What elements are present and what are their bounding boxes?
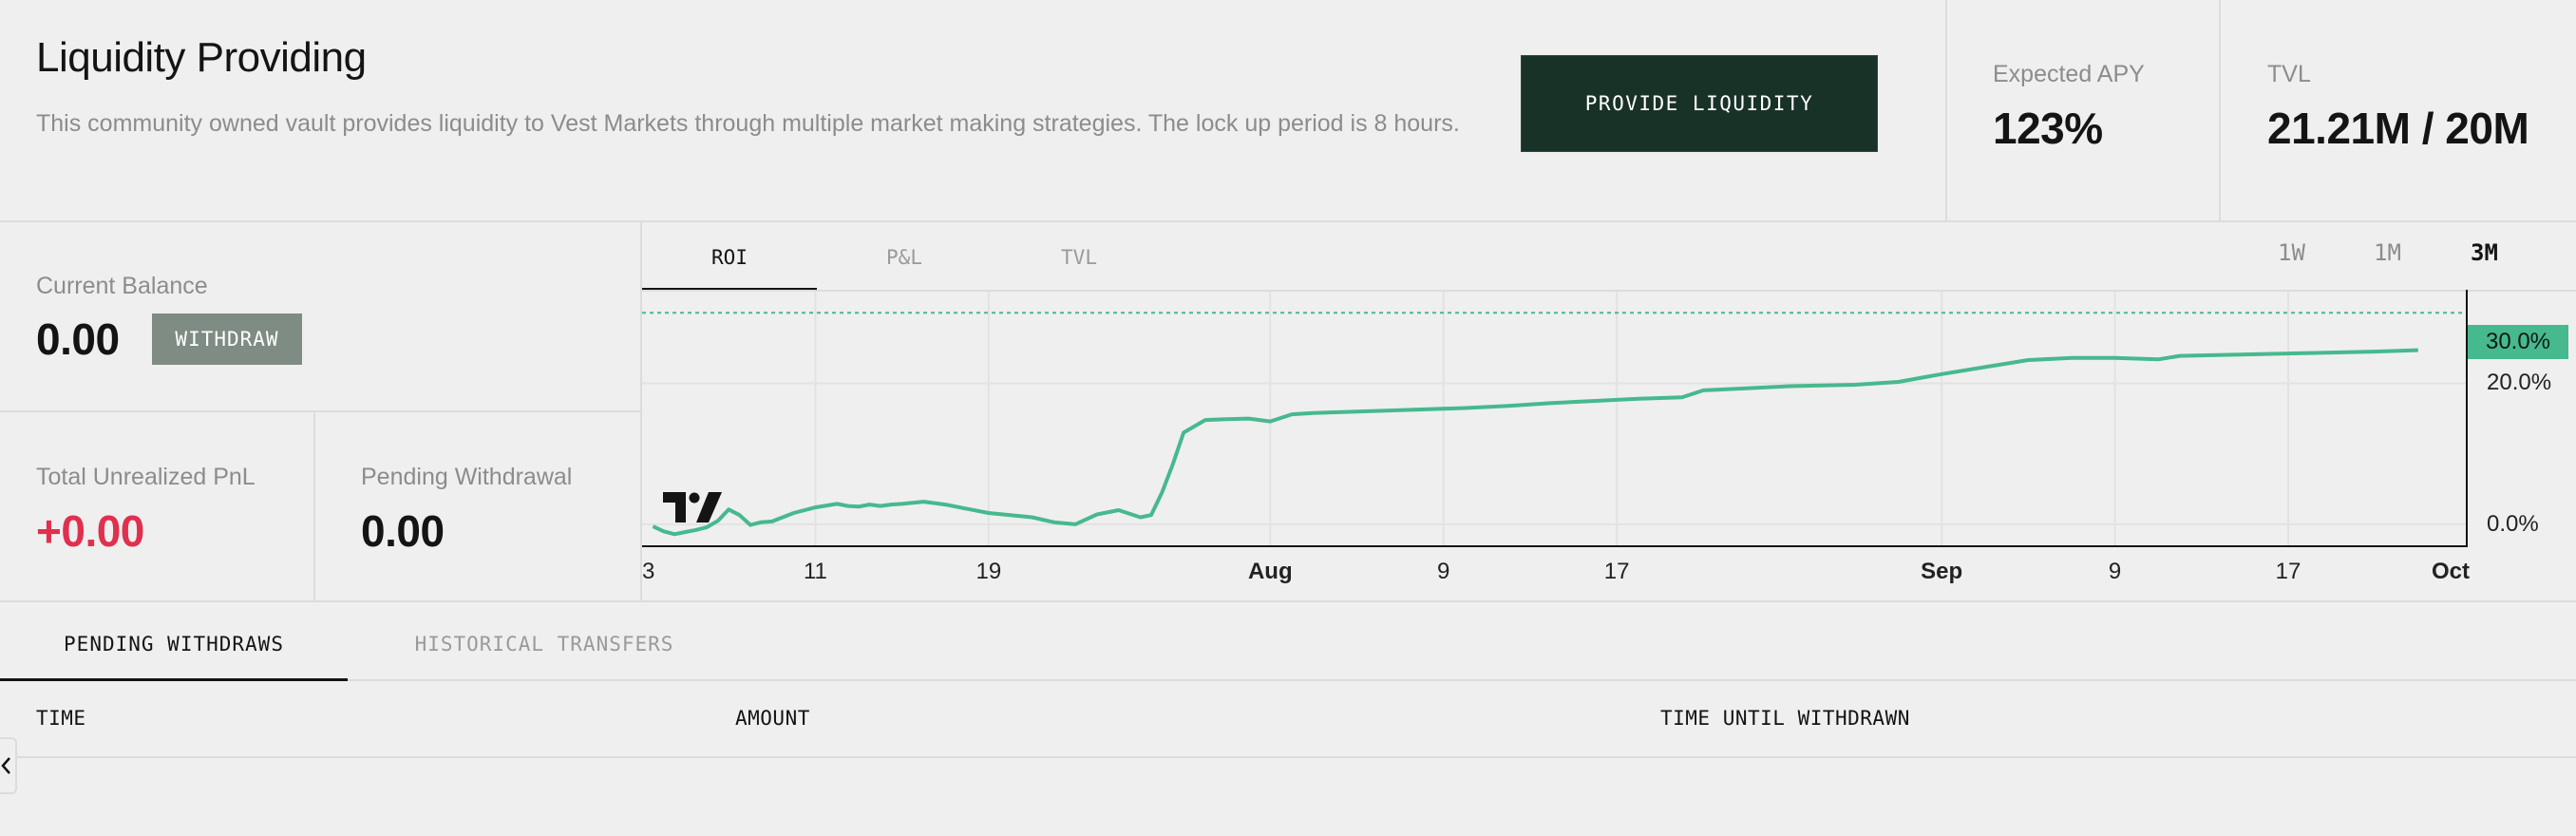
table-header-divider [0,756,2576,758]
x-tick-label: 19 [975,559,1002,584]
x-tick-label: 3 [642,559,655,584]
chevron-left-icon [1,757,10,774]
page-title: Liquidity Providing [36,34,367,81]
section-divider [0,600,2576,602]
active-tab-underline [642,288,817,291]
x-tick-label: 9 [2108,559,2122,584]
active-tab-underline [0,678,348,681]
pending-withdrawal-label: Pending Withdrawal [361,464,573,490]
x-tick-label: 11 [803,559,827,584]
apy-value: 123% [1993,104,2103,153]
tab-pnl[interactable]: P&L [886,246,922,269]
divider [640,220,642,602]
x-axis-line [642,545,2466,547]
column-header-time: TIME [36,707,86,730]
divider [313,410,315,602]
roi-series-line [652,348,2418,537]
divider [2219,0,2221,220]
range-1w[interactable]: 1W [2278,239,2305,266]
last-value-badge: 30.0% [2468,325,2568,359]
divider [348,679,2576,681]
tab-historical-transfers[interactable]: HISTORICAL TRANSFERS [414,633,674,656]
x-tick-label: Oct [2431,559,2470,584]
x-tick-label: Sep [1921,559,1963,584]
chart-top-border [642,290,2576,292]
tab-tvl[interactable]: TVL [1061,246,1097,269]
range-1m[interactable]: 1M [2374,239,2401,266]
unrealized-pnl-label: Total Unrealized PnL [36,464,256,490]
header-divider [0,220,2576,222]
x-tick-label: Aug [1247,559,1293,584]
vault-description: This community owned vault provides liqu… [36,110,1460,137]
divider [1945,0,1947,220]
tvl-value: 21.21M / 20M [2267,104,2529,153]
column-header-amount: AMOUNT [735,707,810,730]
current-balance-value: 0.00 [36,314,120,364]
unrealized-pnl-value: +0.00 [36,506,144,556]
withdraw-button[interactable]: WITHDRAW [152,314,302,365]
tab-roi[interactable]: ROI [711,246,748,269]
tradingview-logo [663,492,722,522]
y-tick-label: 20.0% [2487,370,2552,396]
provide-liquidity-button[interactable]: PROVIDE LIQUIDITY [1521,55,1878,152]
collapse-handle[interactable] [0,737,17,794]
roi-chart [642,291,2466,547]
x-tick-label: 17 [1603,559,1630,584]
current-balance-label: Current Balance [36,273,208,299]
y-axis-line [2466,290,2468,547]
tab-pending-withdraws[interactable]: PENDING WITHDRAWS [64,633,284,656]
column-header-time-until-withdrawn: TIME UNTIL WITHDRAWN [1660,707,1910,730]
x-tick-label: 17 [2275,559,2301,584]
y-tick-label: 0.0% [2487,510,2539,537]
divider [0,410,642,412]
apy-label: Expected APY [1993,61,2145,87]
x-tick-label: 9 [1437,559,1450,584]
tvl-label: TVL [2267,61,2311,87]
pending-withdrawal-value: 0.00 [361,506,445,556]
range-3m[interactable]: 3M [2471,239,2498,266]
